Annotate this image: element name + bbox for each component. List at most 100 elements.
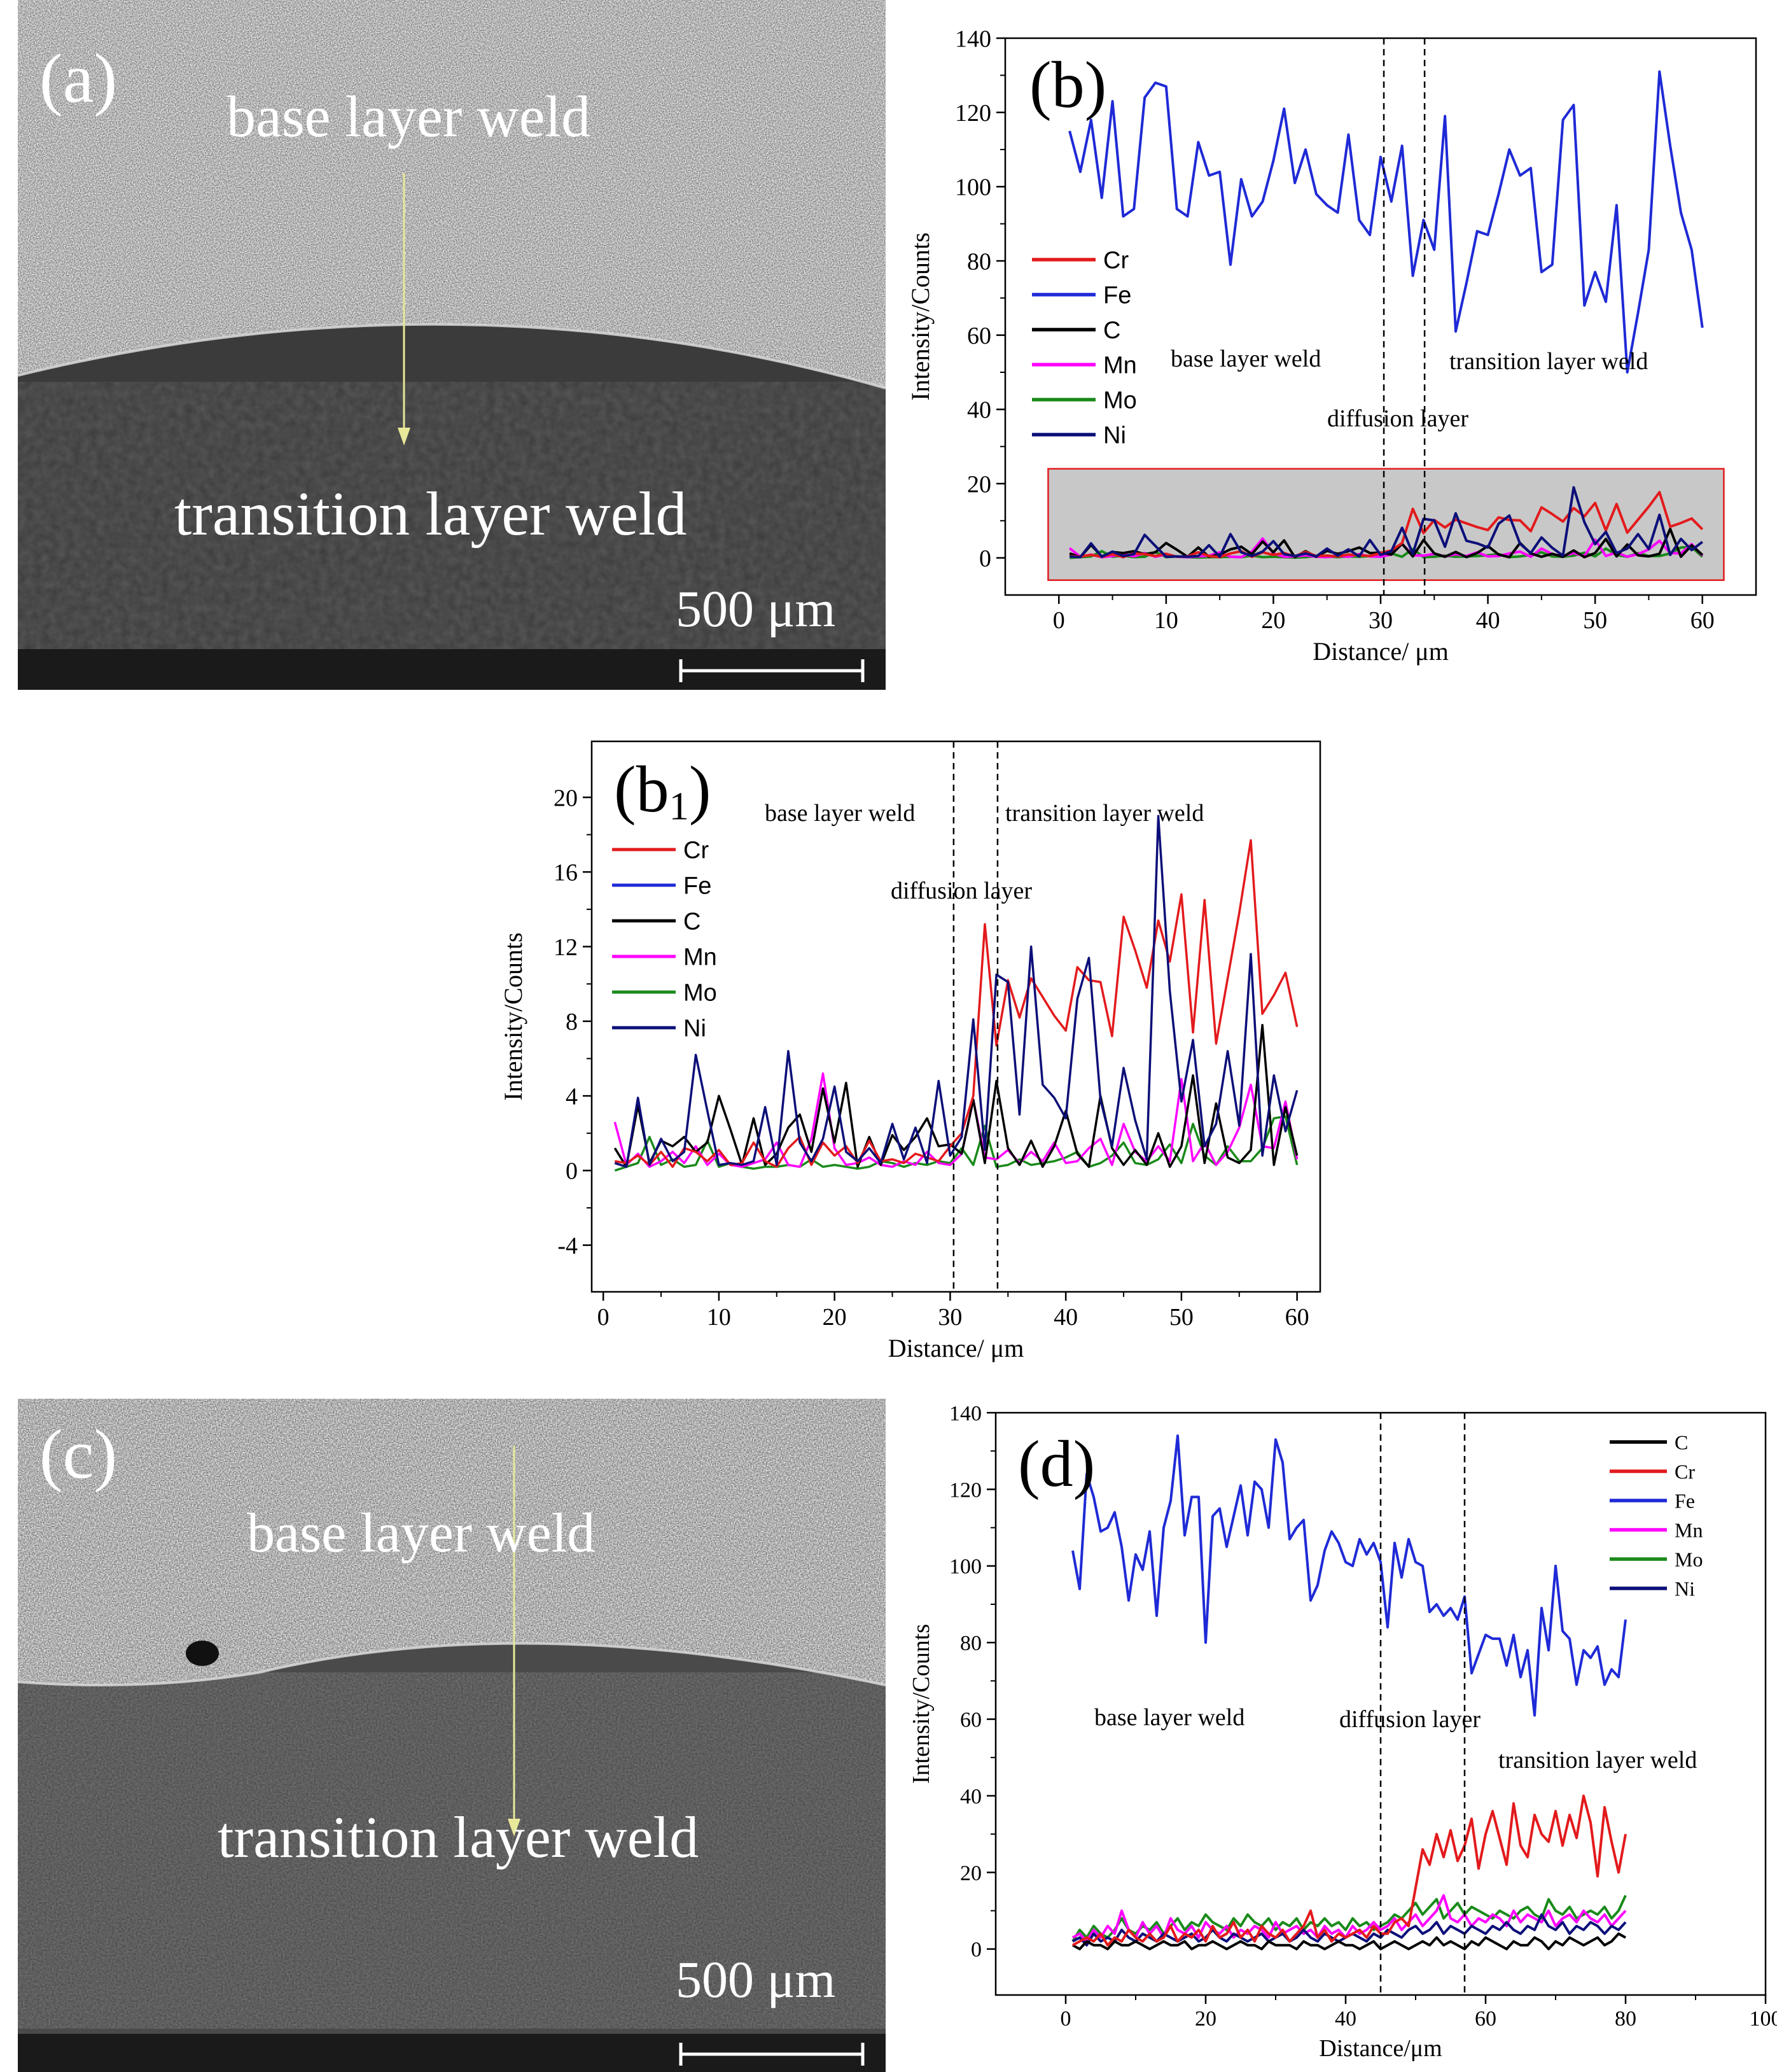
panel-b-chart: 0 10 20 30 40 50 60 0 20 40 60 80 100 120 140 Distance/… xyxy=(906,25,1757,666)
d-xlabel: Distance/μm xyxy=(1319,2035,1442,2062)
b1-panel-label-sub: 1 xyxy=(669,784,689,828)
b1-legend-label-cr: Cr xyxy=(683,837,709,864)
b1-series-ni xyxy=(614,815,1299,1168)
panel-a-scale-bar xyxy=(679,659,865,682)
b1-legend-label-mo: Mo xyxy=(683,980,717,1007)
b-series-fe xyxy=(1068,70,1704,374)
d-ylabel: Intensity/Counts xyxy=(908,1624,935,1784)
panel-a-bottom-text: transition layer weld xyxy=(174,480,687,549)
b1-legend-label-fe: Fe xyxy=(683,873,711,900)
d-ytick-label: 100 xyxy=(949,1555,982,1579)
d-ytick-label: 0 xyxy=(971,1938,982,1962)
b1-panel-label: (b1) xyxy=(614,753,711,828)
b-annotation: base layer weld xyxy=(1171,346,1321,372)
d-ytick-label: 60 xyxy=(960,1708,982,1732)
b-xtick-label: 40 xyxy=(1476,607,1500,634)
b1-legend-label-ni: Ni xyxy=(683,1016,706,1042)
panel-a-micrograph: (a) base layer weld transition layer wel… xyxy=(18,0,886,690)
panel-c-scale-bar xyxy=(679,2043,865,2066)
d-legend-label-cr: Cr xyxy=(1675,1460,1695,1483)
d-legend-label-mo: Mo xyxy=(1675,1548,1703,1571)
d-xtick-label: 100 xyxy=(1750,2007,1777,2031)
b-xtick-label: 20 xyxy=(1261,607,1285,634)
b-xtick-label: 0 xyxy=(1053,607,1065,634)
panel-a-scale-text: 500 μm xyxy=(676,580,835,638)
panel-c-bottom-text: transition layer weld xyxy=(218,1805,699,1870)
b-ytick-label: 140 xyxy=(955,25,991,52)
b1-annotation: diffusion layer xyxy=(891,878,1032,904)
b-legend-label-c: C xyxy=(1103,318,1120,344)
b1-annotation: base layer weld xyxy=(765,800,915,827)
b-ylabel: Intensity/Counts xyxy=(906,232,935,400)
b-xtick-label: 50 xyxy=(1583,607,1607,634)
panel-d-chart: 0 20 40 60 80 100 0 20 40 60 80 100 120 140 Distance/μ… xyxy=(908,1402,1777,2062)
d-legend-label-fe: Fe xyxy=(1675,1490,1695,1513)
b1-series-mo xyxy=(614,1115,1299,1172)
d-series-cr xyxy=(1072,1794,1627,1947)
b1-ytick-label: 20 xyxy=(554,785,578,811)
d-xtick-label: 80 xyxy=(1615,2007,1636,2031)
b-ytick-label: 40 xyxy=(967,397,991,424)
d-series-fe xyxy=(1071,1434,1627,1717)
b1-ytick-label: 16 xyxy=(554,860,578,886)
b-ytick-label: 120 xyxy=(955,100,991,127)
b-series-ni xyxy=(1070,486,1703,559)
b1-xtick-label: 50 xyxy=(1169,1304,1194,1331)
b1-ytick-label: 12 xyxy=(554,934,578,961)
d-ytick-label: 120 xyxy=(949,1478,982,1502)
b1-axes-frame xyxy=(590,740,1321,1293)
b-ytick-label: 80 xyxy=(967,248,991,275)
b1-xlabel: Distance/ μm xyxy=(888,1334,1024,1362)
b-legend-label-ni: Ni xyxy=(1103,423,1126,449)
d-ytick-label: 20 xyxy=(960,1861,982,1885)
b-ytick-label: 20 xyxy=(967,471,991,498)
b1-ytick-label: 8 xyxy=(566,1009,578,1035)
d-xtick-label: 60 xyxy=(1475,2007,1496,2031)
b1-xtick-label: 60 xyxy=(1285,1304,1309,1331)
b1-series-c xyxy=(613,1023,1299,1168)
d-annotation: base layer weld xyxy=(1094,1704,1244,1731)
b1-ytick-label: -4 xyxy=(557,1233,578,1259)
b-legend-label-mo: Mo xyxy=(1103,388,1137,414)
b-inset-box xyxy=(1047,468,1725,581)
panel-c-scale-text: 500 μm xyxy=(676,1950,835,2008)
b1-panel-label-main: (b xyxy=(614,753,669,826)
b1-xtick-label: 30 xyxy=(938,1304,962,1331)
b-ytick-label: 0 xyxy=(979,545,991,572)
b-ytick-label: 100 xyxy=(955,174,991,201)
d-annotation: diffusion layer xyxy=(1339,1706,1481,1733)
panel-c-top-text: base layer weld xyxy=(247,1502,595,1564)
b-legend-label-cr: Cr xyxy=(1103,248,1129,274)
d-ytick-label: 140 xyxy=(949,1402,982,1425)
b-legend-label-mn: Mn xyxy=(1103,353,1137,379)
b1-xtick-label: 40 xyxy=(1054,1304,1078,1331)
b1-legend-label-c: C xyxy=(683,909,700,935)
panel-c-micrograph: (c) base layer weld transition layer wel… xyxy=(18,1399,886,2072)
d-legend-label-mn: Mn xyxy=(1675,1519,1703,1542)
b1-xtick-label: 0 xyxy=(597,1304,610,1331)
d-legend-label-c: C xyxy=(1675,1431,1688,1454)
d-legend-label-ni: Ni xyxy=(1675,1578,1695,1600)
b-annotation: diffusion layer xyxy=(1327,405,1468,432)
b1-xtick-label: 10 xyxy=(707,1304,731,1331)
b-xlabel: Distance/ μm xyxy=(1313,637,1449,666)
b1-ylabel: Intensity/Counts xyxy=(499,932,527,1100)
d-ytick-label: 40 xyxy=(960,1785,982,1809)
b-xtick-label: 30 xyxy=(1369,607,1393,634)
panel-c-label: (c) xyxy=(39,1415,117,1493)
b-ytick-label: 60 xyxy=(967,323,991,349)
b1-ytick-label: 0 xyxy=(566,1158,578,1185)
b-xtick-label: 10 xyxy=(1154,607,1178,634)
b1-panel-label-close: ) xyxy=(689,753,711,826)
panel-a-top-text: base layer weld xyxy=(226,84,590,149)
d-ytick-label: 80 xyxy=(960,1632,982,1655)
d-panel-label: (d) xyxy=(1018,1427,1095,1501)
b-legend-label-fe: Fe xyxy=(1103,283,1131,309)
d-series-c xyxy=(1072,1932,1626,1950)
b1-ytick-label: 4 xyxy=(566,1083,578,1110)
d-xtick-label: 0 xyxy=(1061,2007,1071,2031)
b1-xtick-label: 20 xyxy=(823,1304,847,1331)
d-xtick-label: 40 xyxy=(1335,2007,1356,2031)
b-panel-label: (b) xyxy=(1029,48,1106,122)
